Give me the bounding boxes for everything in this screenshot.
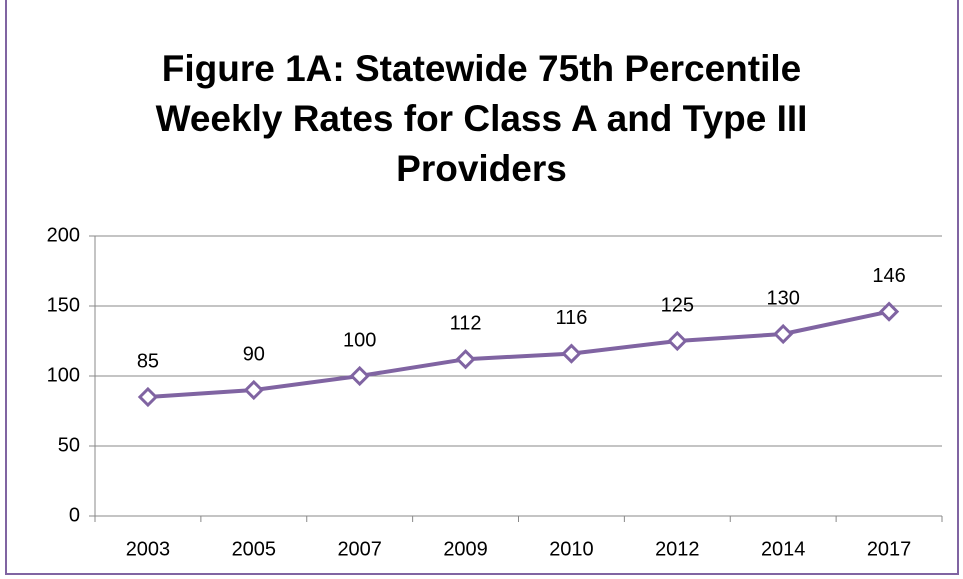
data-label: 90	[243, 343, 265, 365]
title-box: Figure 1A: Statewide 75th Percentile Wee…	[0, 44, 963, 194]
marker	[349, 365, 370, 387]
data-label: 125	[661, 294, 694, 316]
marker	[561, 343, 582, 364]
x-tick-label: 2003	[126, 538, 171, 560]
data-label: 100	[343, 329, 376, 351]
marker	[773, 323, 794, 345]
chart-title: Figure 1A: Statewide 75th Percentile Wee…	[155, 48, 808, 189]
y-tick-label: 200	[47, 224, 80, 246]
marker	[243, 379, 264, 401]
x-tick-label: 2012	[655, 538, 700, 560]
x-tick-label: 2010	[549, 538, 594, 560]
x-tick-label: 2017	[867, 538, 912, 560]
marker	[137, 386, 159, 408]
line	[147, 309, 890, 399]
x-tick-label: 2005	[232, 538, 277, 560]
data-label: 116	[555, 307, 587, 329]
marker	[667, 330, 688, 352]
x-tick-label: 2009	[443, 538, 488, 560]
data-label: 85	[137, 350, 159, 372]
chart-frame	[5, 0, 959, 575]
data-label: 130	[767, 287, 800, 309]
marker	[455, 349, 476, 370]
y-tick-label: 50	[58, 434, 80, 456]
y-tick-label: 100	[47, 364, 80, 386]
marker	[878, 301, 900, 322]
x-tick-label: 2014	[761, 538, 806, 560]
x-tick-label: 2007	[337, 538, 382, 560]
data-label: 146	[872, 265, 905, 287]
y-tick-label: 150	[47, 294, 80, 316]
y-tick-label: 0	[69, 504, 80, 526]
data-label: 112	[450, 312, 482, 334]
